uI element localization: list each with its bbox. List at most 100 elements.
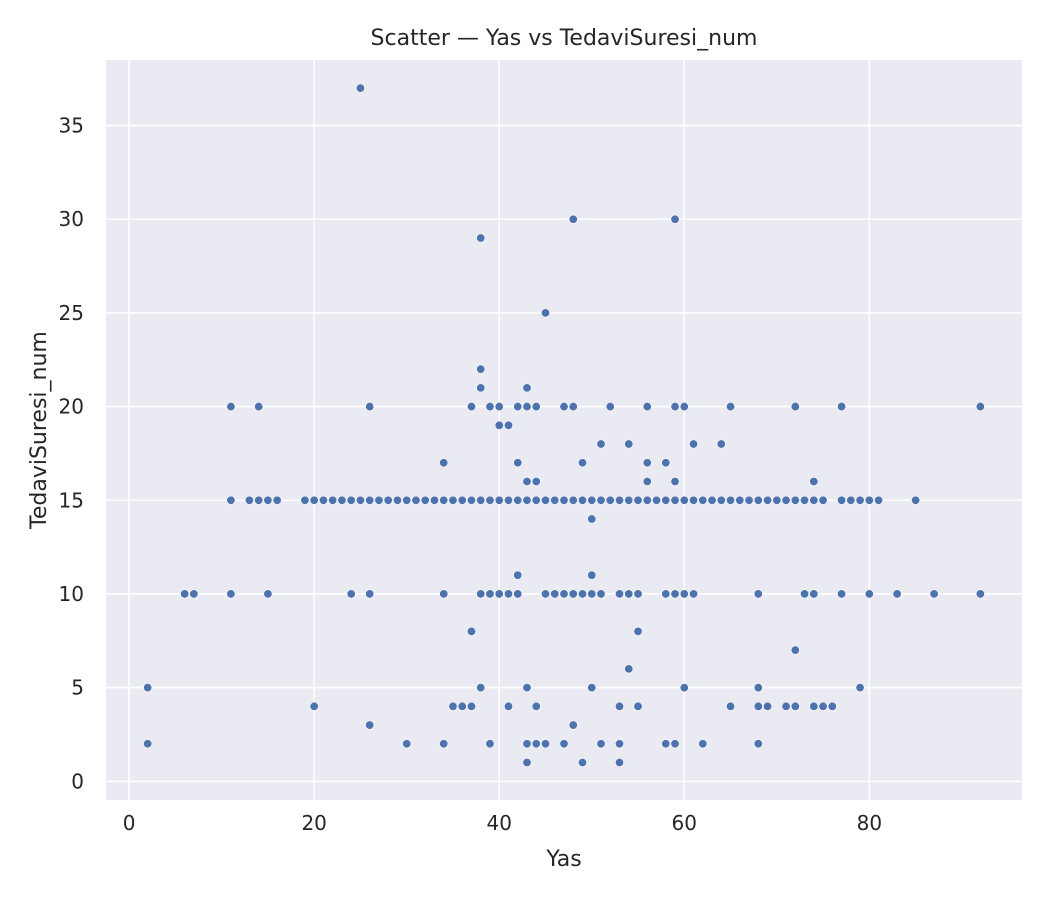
data-point: [374, 495, 384, 505]
data-point: [439, 458, 449, 468]
data-point: [476, 233, 486, 243]
data-point: [670, 477, 680, 487]
data-point: [781, 495, 791, 505]
data-point: [439, 589, 449, 599]
data-point: [689, 495, 699, 505]
data-point: [522, 383, 532, 393]
data-point: [578, 589, 588, 599]
data-point: [615, 589, 625, 599]
data-point: [790, 645, 800, 655]
data-point: [402, 495, 412, 505]
x-axis-label: Yas: [545, 847, 581, 872]
data-point: [633, 701, 643, 711]
data-point: [466, 402, 476, 412]
data-point: [596, 739, 606, 749]
data-point: [679, 495, 689, 505]
data-point: [818, 701, 828, 711]
x-tick-label: 60: [672, 811, 697, 835]
data-point: [753, 589, 763, 599]
data-point: [540, 308, 550, 318]
data-point: [365, 589, 375, 599]
data-point: [726, 495, 736, 505]
data-point: [346, 495, 356, 505]
data-point: [744, 495, 754, 505]
data-point: [670, 214, 680, 224]
data-point: [466, 495, 476, 505]
data-point: [689, 439, 699, 449]
data-point: [661, 739, 671, 749]
data-point: [226, 402, 236, 412]
data-point: [559, 739, 569, 749]
data-point: [411, 495, 421, 505]
data-point: [513, 402, 523, 412]
data-point: [605, 402, 615, 412]
data-point: [559, 402, 569, 412]
data-point: [503, 495, 513, 505]
y-tick-label: 5: [71, 676, 84, 700]
data-point: [661, 458, 671, 468]
data-point: [531, 402, 541, 412]
y-tick-label: 25: [59, 301, 84, 325]
data-point: [522, 758, 532, 768]
x-tick-label: 0: [123, 811, 136, 835]
data-point: [448, 701, 458, 711]
data-point: [309, 701, 319, 711]
data-point: [476, 364, 486, 374]
data-point: [929, 589, 939, 599]
data-point: [772, 495, 782, 505]
data-point: [809, 701, 819, 711]
data-point: [753, 495, 763, 505]
data-point: [568, 495, 578, 505]
data-point: [716, 495, 726, 505]
data-point: [670, 402, 680, 412]
data-point: [679, 402, 689, 412]
data-point: [263, 495, 273, 505]
data-point: [615, 701, 625, 711]
data-point: [522, 477, 532, 487]
data-point: [615, 495, 625, 505]
data-point: [531, 477, 541, 487]
y-tick-label: 35: [59, 114, 84, 138]
data-point: [337, 495, 347, 505]
data-point: [707, 495, 717, 505]
data-point: [855, 683, 865, 693]
data-point: [531, 739, 541, 749]
data-point: [476, 383, 486, 393]
data-point: [624, 439, 634, 449]
data-point: [615, 739, 625, 749]
data-point: [661, 495, 671, 505]
data-point: [383, 495, 393, 505]
data-point: [587, 589, 597, 599]
data-point: [540, 589, 550, 599]
data-point: [522, 402, 532, 412]
data-point: [800, 589, 810, 599]
data-point: [679, 589, 689, 599]
data-point: [790, 495, 800, 505]
y-tick-label: 30: [59, 207, 84, 231]
data-point: [254, 402, 264, 412]
x-tick-label: 20: [301, 811, 326, 835]
data-point: [624, 664, 634, 674]
data-point: [503, 701, 513, 711]
data-point: [494, 402, 504, 412]
data-point: [670, 589, 680, 599]
data-point: [596, 589, 606, 599]
x-tick-labels: 0 20 40 60 80: [123, 811, 882, 835]
data-point: [726, 402, 736, 412]
data-point: [466, 626, 476, 636]
data-point: [559, 589, 569, 599]
data-point: [578, 495, 588, 505]
data-point: [753, 683, 763, 693]
data-point: [550, 589, 560, 599]
data-point: [864, 495, 874, 505]
data-point: [254, 495, 264, 505]
data-point: [587, 570, 597, 580]
data-point: [568, 214, 578, 224]
data-point: [503, 589, 513, 599]
data-point: [365, 720, 375, 730]
data-point: [318, 495, 328, 505]
data-point: [642, 458, 652, 468]
data-point: [679, 683, 689, 693]
data-point: [633, 495, 643, 505]
data-point: [892, 589, 902, 599]
